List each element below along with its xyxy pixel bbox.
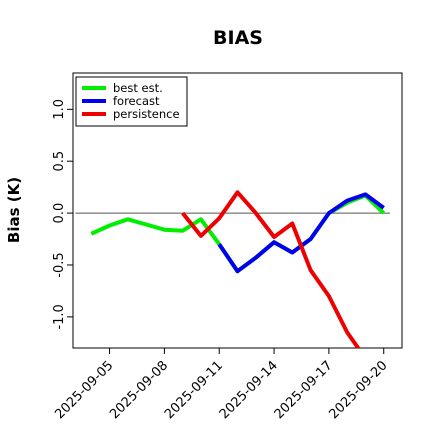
x-tick-label: 2025-09-17 (272, 358, 336, 422)
x-axis: 2025-09-052025-09-082025-09-112025-09-14… (52, 348, 391, 422)
y-tick-label: 0.5 (52, 151, 67, 172)
legend-label-best-est: best est. (113, 81, 163, 95)
x-tick-label: 2025-09-14 (217, 358, 281, 422)
chart-title: BIAS (213, 27, 263, 49)
legend-label-persistence: persistence (113, 107, 180, 121)
plot-area (75, 190, 390, 348)
y-tick-label: -0.5 (52, 252, 67, 277)
x-tick-label: 2025-09-05 (52, 358, 116, 422)
y-axis-label: Bias (K) (5, 177, 23, 243)
y-tick-label: 0.0 (52, 203, 67, 224)
series-line-forecast (217, 192, 385, 274)
legend-label-forecast: forecast (113, 94, 160, 108)
x-tick-label: 2025-09-11 (162, 358, 226, 422)
y-axis: -1.0 -0.5 0.0 0.5 1.0 (52, 99, 73, 330)
x-tick-label: 2025-09-08 (107, 358, 171, 422)
y-tick-label: -1.0 (52, 304, 67, 329)
plot-frame (72, 72, 403, 349)
x-tick-label: 2025-09-20 (327, 358, 391, 422)
series-line-persistence (181, 190, 361, 348)
y-tick-label: 1.0 (52, 99, 67, 120)
